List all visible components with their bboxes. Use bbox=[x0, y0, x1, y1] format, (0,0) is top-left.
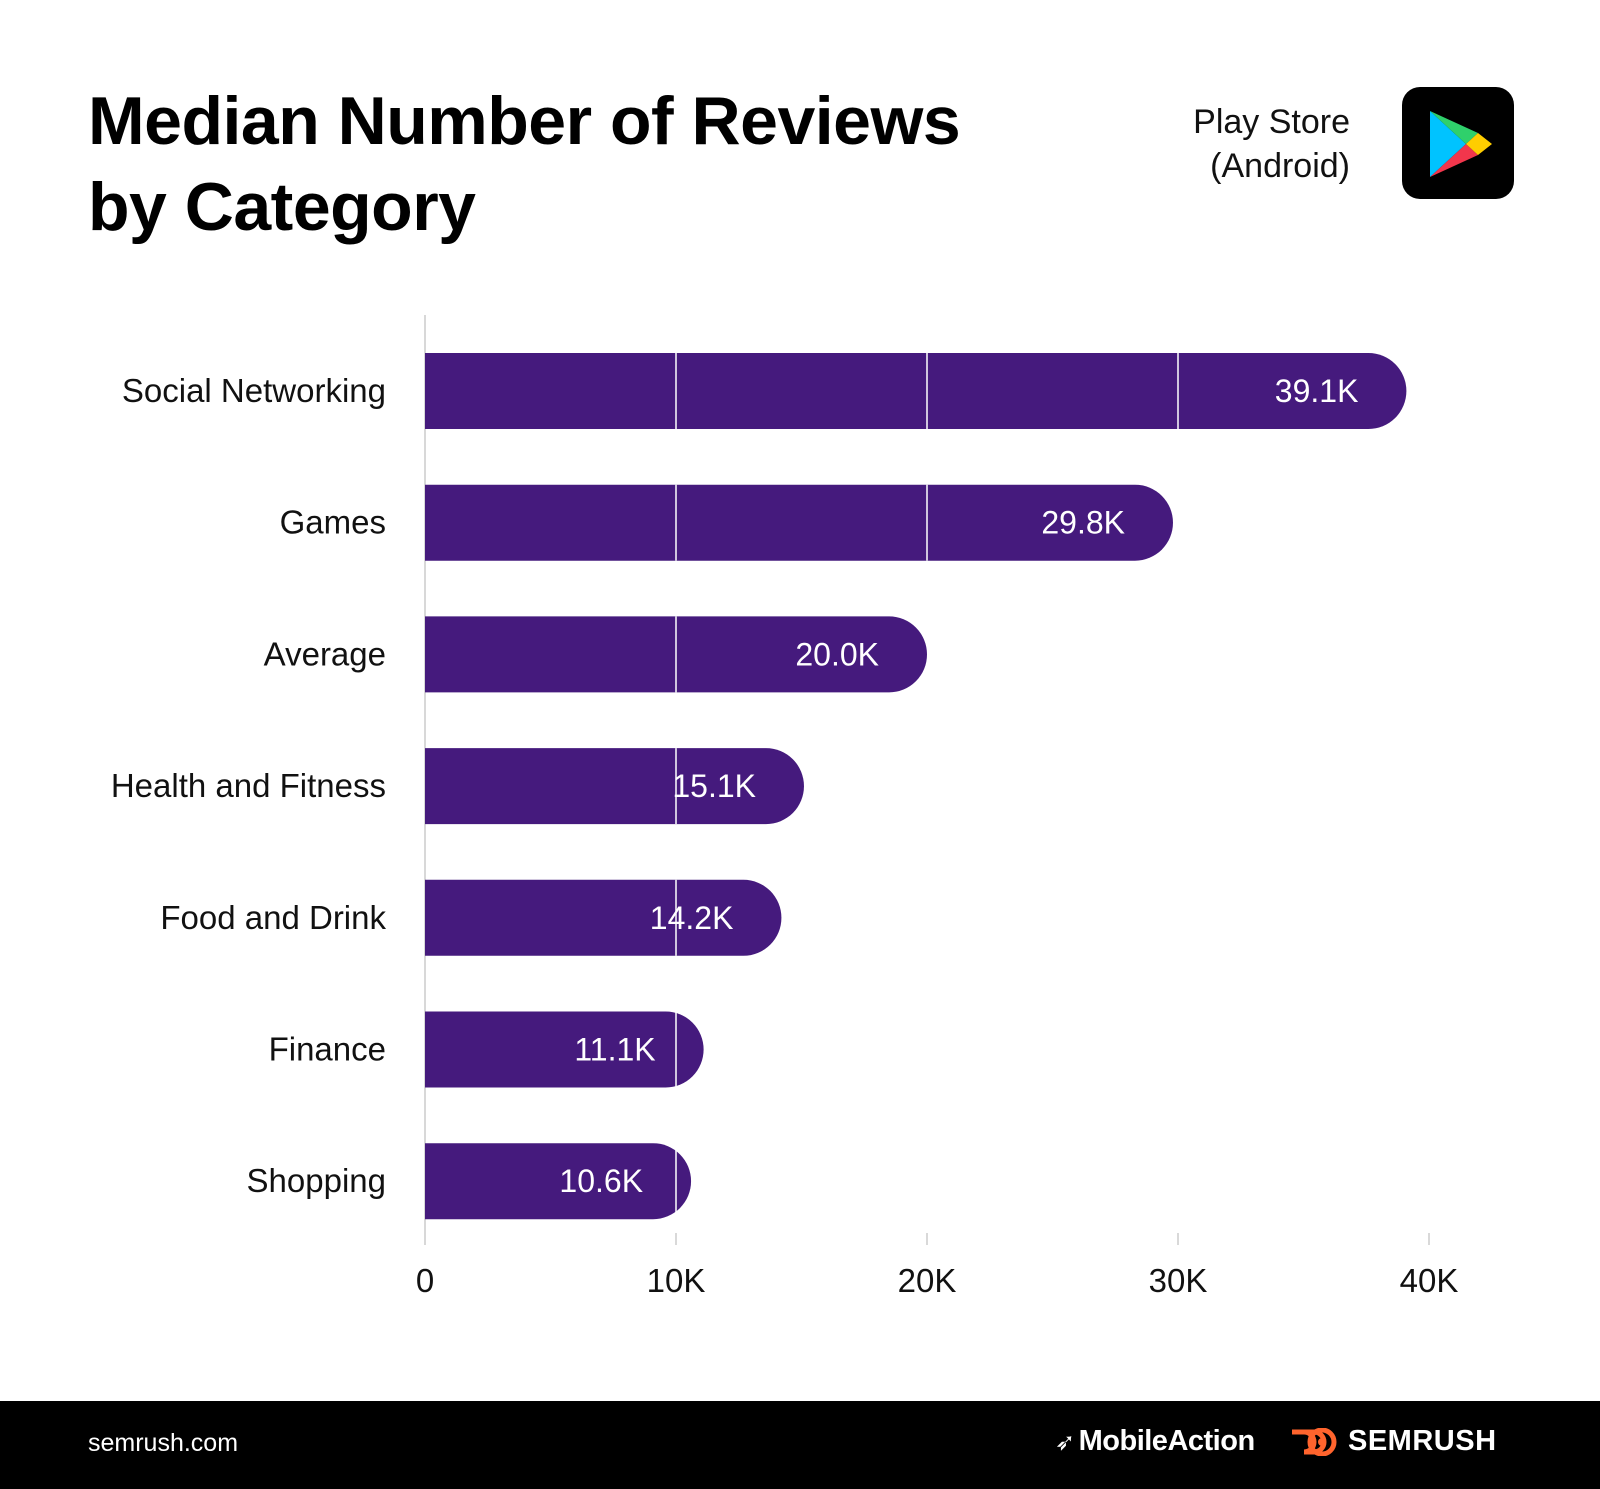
mobileaction-logo-icon: ➶ bbox=[1055, 1429, 1075, 1456]
bar-games bbox=[425, 484, 1173, 561]
category-label: Shopping bbox=[247, 1162, 386, 1199]
category-label: Social Networking bbox=[122, 372, 386, 409]
store-platform: (Android) bbox=[1210, 147, 1350, 185]
store-name: Play Store bbox=[1193, 103, 1350, 141]
semrush-fire-icon bbox=[1292, 1427, 1337, 1457]
data-label: 39.1K bbox=[1275, 373, 1359, 409]
semrush-logo-text: SEMRUSH bbox=[1348, 1425, 1497, 1457]
category-label: Finance bbox=[269, 1031, 386, 1068]
bar-chart: Social Networking Games Average Health and … bbox=[111, 315, 1459, 1299]
data-label: 20.0K bbox=[795, 636, 879, 672]
data-label: 10.6K bbox=[559, 1163, 643, 1199]
x-tick-label: 30K bbox=[1149, 1262, 1208, 1299]
title-line-1: Median Number of Reviews bbox=[88, 83, 961, 159]
category-label: Food and Drink bbox=[160, 899, 386, 936]
data-label: 14.2K bbox=[650, 900, 734, 936]
x-tick-label: 0 bbox=[416, 1262, 434, 1299]
data-label: 15.1K bbox=[672, 768, 756, 804]
bar-finance bbox=[425, 1011, 704, 1088]
play-triangle-icon bbox=[1430, 111, 1492, 177]
bar-social-networking bbox=[425, 353, 1407, 429]
footer-site: semrush.com bbox=[88, 1429, 239, 1457]
x-tick-label: 40K bbox=[1400, 1262, 1459, 1299]
data-label: 11.1K bbox=[574, 1032, 655, 1068]
bar-food-and-drink bbox=[425, 879, 782, 956]
category-label: Health and Fitness bbox=[111, 767, 386, 804]
semrush-logo: SEMRUSH bbox=[1290, 1425, 1497, 1458]
data-label: 29.8K bbox=[1041, 505, 1125, 541]
category-label: Average bbox=[264, 635, 386, 672]
google-play-icon bbox=[1402, 87, 1514, 199]
x-tick-label: 10K bbox=[647, 1262, 706, 1299]
x-tick-label: 20K bbox=[898, 1262, 957, 1299]
mobileaction-logo-text: MobileAction bbox=[1078, 1425, 1256, 1457]
footer: semrush.com ➶ MobileAction SEMRUSH bbox=[0, 1401, 1600, 1489]
mobileaction-logo: ➶ MobileAction bbox=[1055, 1425, 1255, 1458]
bar-shopping bbox=[425, 1143, 692, 1220]
category-label: Games bbox=[280, 504, 386, 541]
store-label: Play Store (Android) bbox=[1193, 100, 1350, 188]
chart-title: Median Number of Reviews by Category bbox=[88, 78, 961, 250]
bar-health-and-fitness bbox=[425, 748, 804, 825]
title-line-2: by Category bbox=[88, 169, 476, 245]
